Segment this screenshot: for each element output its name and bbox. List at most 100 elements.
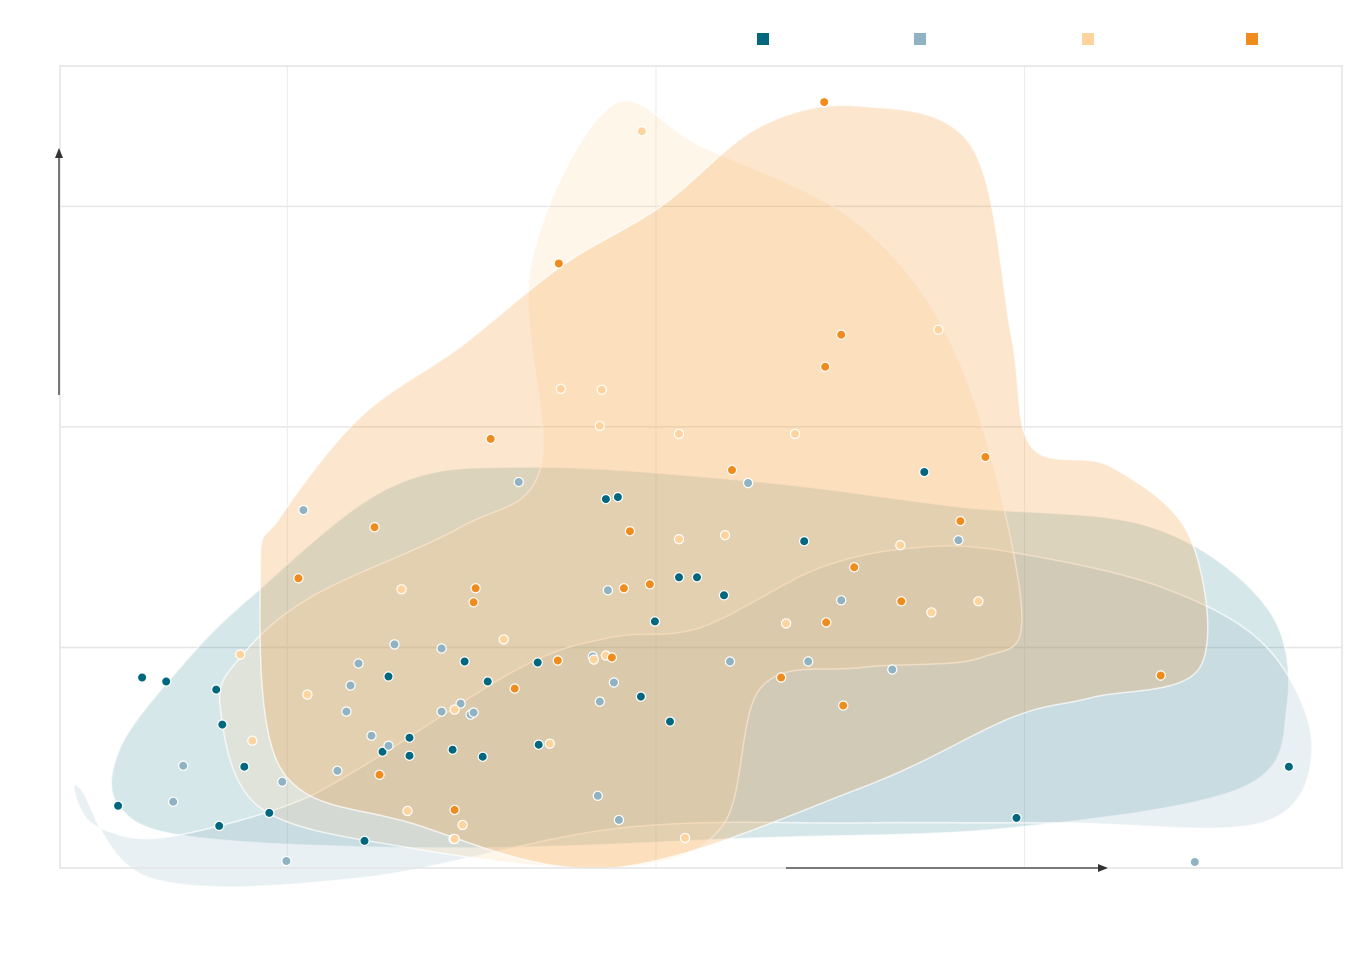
data-point-series-4 xyxy=(775,672,787,683)
data-point-series-1 xyxy=(718,590,730,601)
data-point-series-2 xyxy=(803,656,814,667)
data-point-series-3 xyxy=(457,819,468,831)
data-point-series-1 xyxy=(600,493,612,505)
data-point-series-3 xyxy=(235,649,246,660)
data-point-series-3 xyxy=(594,420,606,432)
data-point-series-2 xyxy=(513,476,524,488)
data-point-series-4 xyxy=(820,361,831,372)
data-point-series-2 xyxy=(1189,856,1201,868)
data-point-series-2 xyxy=(353,658,364,669)
data-point-series-2 xyxy=(389,639,400,650)
data-point-series-4 xyxy=(838,700,849,711)
data-point-series-1 xyxy=(691,572,703,583)
data-point-series-2 xyxy=(332,765,343,777)
data-point-series-2 xyxy=(594,696,606,707)
data-point-series-4 xyxy=(1155,670,1166,681)
data-point-series-1 xyxy=(533,739,544,750)
data-point-series-1 xyxy=(160,676,172,687)
data-point-series-2 xyxy=(836,595,847,606)
data-point-series-4 xyxy=(896,596,907,607)
data-point-series-3 xyxy=(449,833,460,845)
data-point-series-4 xyxy=(624,526,636,537)
data-points xyxy=(112,96,1295,868)
data-point-series-4 xyxy=(293,573,304,584)
data-point-series-3 xyxy=(933,324,944,335)
data-point-series-2 xyxy=(341,706,352,717)
data-point-series-1 xyxy=(799,536,810,547)
data-point-series-4 xyxy=(485,433,496,445)
data-point-series-3 xyxy=(895,540,906,551)
data-point-series-4 xyxy=(849,562,860,573)
legend-swatch-series-2 xyxy=(914,33,926,45)
data-point-series-1 xyxy=(264,807,275,819)
data-point-series-4 xyxy=(955,515,966,527)
data-point-series-2 xyxy=(608,677,620,688)
data-point-series-4 xyxy=(606,652,618,663)
data-point-series-3 xyxy=(973,596,984,607)
data-point-series-1 xyxy=(136,672,148,683)
data-point-series-2 xyxy=(167,796,179,808)
data-point-series-2 xyxy=(953,535,964,546)
legend-swatch-series-4 xyxy=(1246,33,1258,45)
data-point-series-3 xyxy=(302,689,313,700)
data-point-series-2 xyxy=(281,855,292,867)
data-point-series-1 xyxy=(459,656,470,667)
data-point-series-2 xyxy=(177,760,189,771)
data-point-series-4 xyxy=(468,597,479,608)
data-point-series-2 xyxy=(613,814,625,826)
data-point-series-3 xyxy=(636,125,648,137)
data-point-series-3 xyxy=(402,805,413,817)
data-point-series-1 xyxy=(1283,761,1295,772)
data-point-series-4 xyxy=(449,804,460,816)
data-point-series-4 xyxy=(618,583,630,594)
data-point-series-2 xyxy=(455,698,466,709)
data-point-series-4 xyxy=(470,583,481,594)
data-point-series-1 xyxy=(664,716,676,727)
data-point-series-1 xyxy=(673,572,685,583)
data-point-series-4 xyxy=(369,522,380,533)
density-regions xyxy=(73,99,1313,888)
data-point-series-3 xyxy=(679,832,691,844)
gridlines xyxy=(60,66,1342,868)
data-point-series-4 xyxy=(980,451,991,463)
data-point-series-2 xyxy=(366,730,377,741)
data-point-series-1 xyxy=(612,491,624,503)
data-point-series-4 xyxy=(553,258,565,269)
data-point-series-1 xyxy=(210,684,222,695)
data-point-series-1 xyxy=(635,691,647,702)
data-point-series-1 xyxy=(532,657,543,668)
density-region-series-3 xyxy=(218,99,1023,870)
legend xyxy=(757,33,1258,45)
data-point-series-2 xyxy=(592,790,604,802)
data-point-series-3 xyxy=(673,428,685,440)
data-point-series-1 xyxy=(404,750,415,761)
data-point-series-2 xyxy=(602,585,614,596)
data-point-series-1 xyxy=(1011,812,1022,824)
data-point-series-2 xyxy=(436,643,447,654)
data-point-series-1 xyxy=(447,744,458,755)
density-region-series-2 xyxy=(73,545,1313,888)
data-point-series-1 xyxy=(383,671,394,682)
data-point-series-1 xyxy=(239,761,250,772)
plot-frame xyxy=(59,65,1343,869)
data-point-series-2 xyxy=(383,740,394,751)
data-point-series-1 xyxy=(482,676,493,687)
data-point-series-2 xyxy=(724,656,736,667)
data-point-series-4 xyxy=(819,96,830,108)
data-point-series-1 xyxy=(919,466,930,478)
data-point-series-3 xyxy=(780,618,792,629)
data-point-series-3 xyxy=(449,704,460,715)
data-point-series-3 xyxy=(588,654,600,665)
data-point-series-2 xyxy=(887,664,898,675)
legend-swatch-series-1 xyxy=(757,33,769,45)
data-point-series-3 xyxy=(673,534,685,545)
data-point-series-1 xyxy=(213,820,225,832)
data-point-series-1 xyxy=(112,800,124,812)
data-point-series-2 xyxy=(298,504,309,516)
data-point-series-1 xyxy=(217,719,228,730)
y-axis-arrow xyxy=(55,148,63,395)
data-point-series-4 xyxy=(552,655,564,666)
data-point-series-3 xyxy=(544,738,556,749)
data-point-series-1 xyxy=(377,746,388,757)
